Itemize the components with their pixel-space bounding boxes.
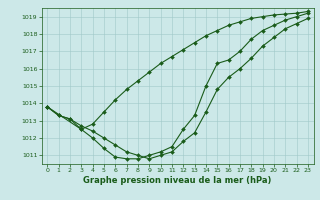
X-axis label: Graphe pression niveau de la mer (hPa): Graphe pression niveau de la mer (hPa)	[84, 176, 272, 185]
